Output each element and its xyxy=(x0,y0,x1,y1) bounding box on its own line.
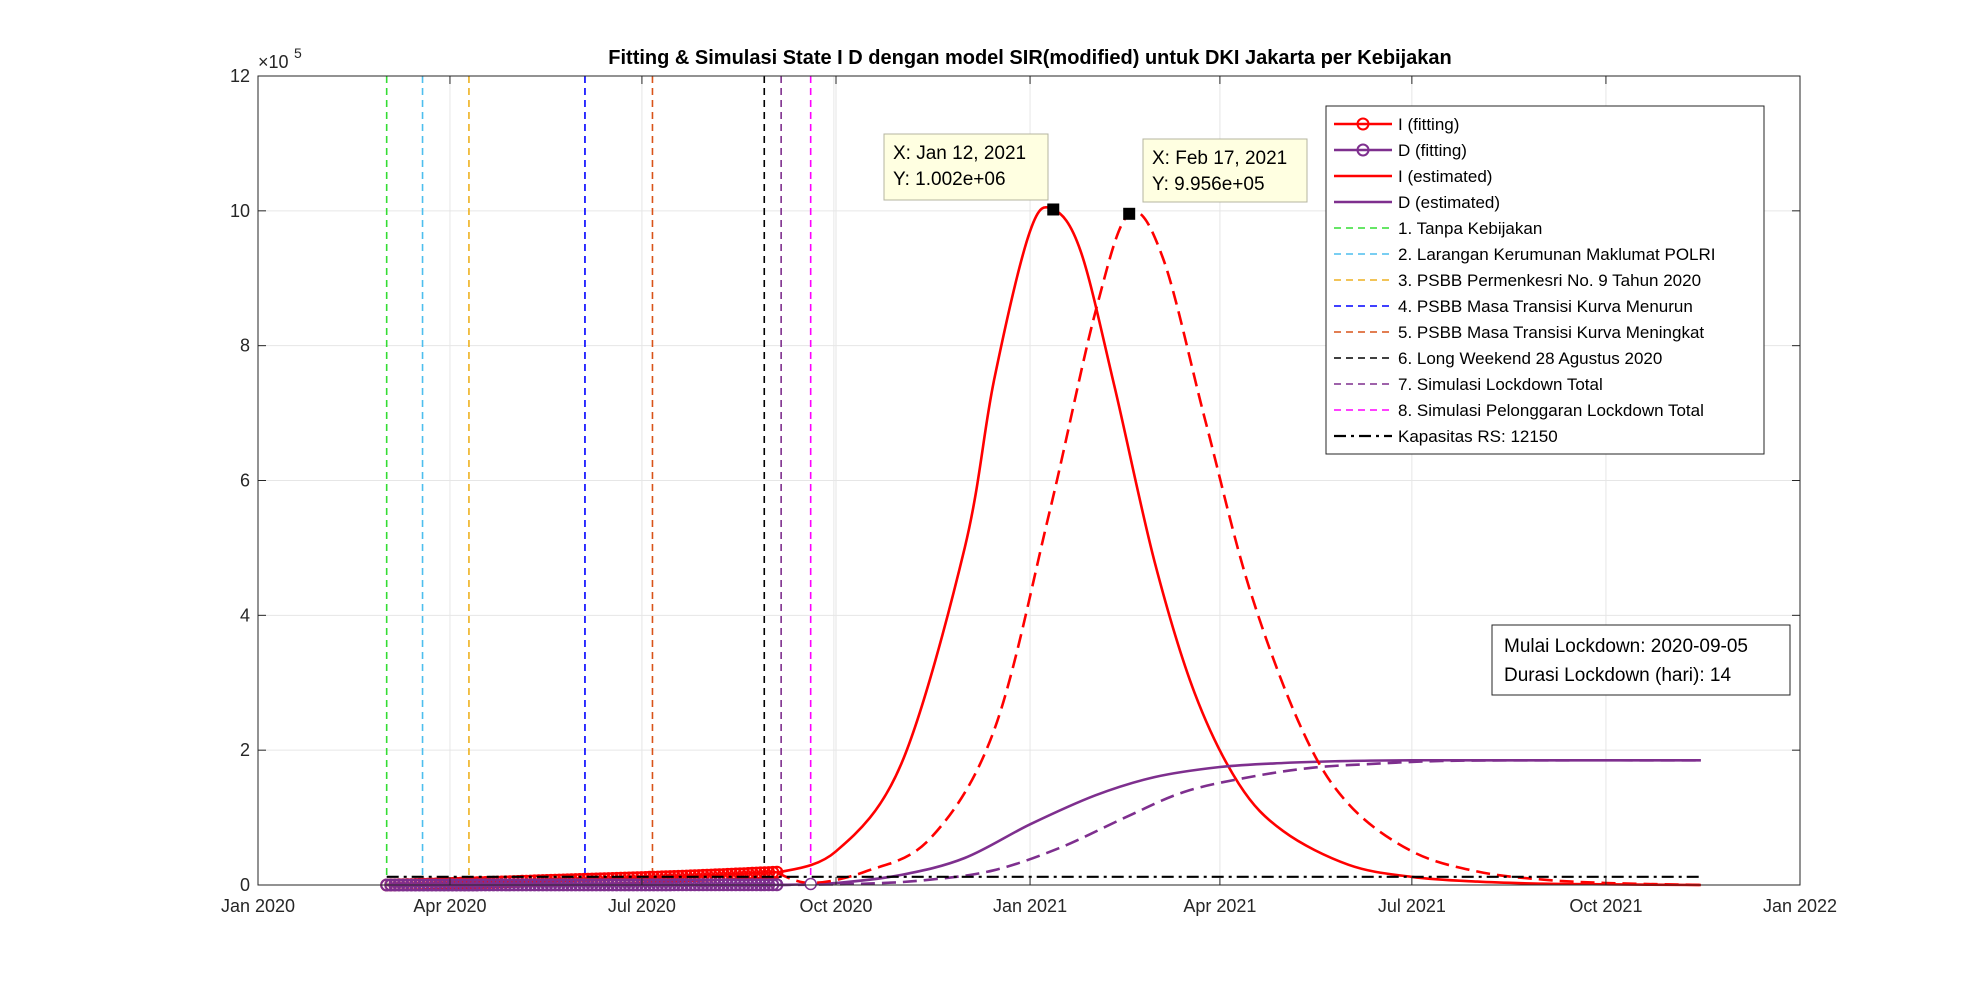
legend-entry[interactable]: I (estimated) xyxy=(1398,167,1492,186)
y-tick-label: 10 xyxy=(230,201,250,221)
axis-ticks: Jan 2020 Apr 2020 Jul 2020 Oct 2020 Jan 2021… xyxy=(221,66,1837,916)
legend[interactable]: I (fitting) D (fitting) I (estimated) D (es… xyxy=(1325,105,1765,455)
legend-entry[interactable]: 2. Larangan Kerumunan Maklumat POLRI xyxy=(1398,245,1716,264)
legend-entry[interactable]: 6. Long Weekend 28 Agustus 2020 xyxy=(1398,349,1662,368)
legend-entry[interactable]: 4. PSBB Masa Transisi Kurva Menurun xyxy=(1398,297,1693,316)
legend-entry[interactable]: 5. PSBB Masa Transisi Kurva Meningkat xyxy=(1398,323,1704,342)
y-exponent-label: ×10 5 xyxy=(258,45,302,72)
datatip-y-text: Y: 1.002e+06 xyxy=(893,169,1006,190)
y-tick-label: 8 xyxy=(240,336,250,356)
legend-entry[interactable]: D (fitting) xyxy=(1398,141,1467,160)
x-tick-label: Jan 2021 xyxy=(993,896,1067,916)
y-exponent-power: 5 xyxy=(294,45,302,61)
legend-entry[interactable]: 3. PSBB Permenkesri No. 9 Tahun 2020 xyxy=(1398,271,1701,290)
x-tick-label: Jul 2020 xyxy=(608,896,676,916)
chart-title: Fitting & Simulasi State I D dengan mode… xyxy=(608,47,1451,69)
legend-entry[interactable]: I (fitting) xyxy=(1398,115,1459,134)
datatips[interactable]: X: Jan 12, 2021 Y: 1.002e+06 X: Feb 17, 20… xyxy=(883,133,1308,220)
datatip-x-text: X: Feb 17, 2021 xyxy=(1152,148,1287,169)
datatip-x-text: X: Jan 12, 2021 xyxy=(893,143,1026,164)
info-box: Mulai Lockdown: 2020-09-05 Durasi Lockdo… xyxy=(1491,624,1791,696)
marker-i-fitting xyxy=(622,871,636,885)
series-line-i-estimated xyxy=(776,206,1701,887)
info-box-frame xyxy=(1491,624,1791,696)
datatip-box-2[interactable] xyxy=(1142,138,1308,203)
x-tick-label: Apr 2021 xyxy=(1183,896,1256,916)
marker-i-fitting xyxy=(618,871,632,885)
legend-marker-2 xyxy=(1356,143,1370,157)
x-tick-label: Oct 2020 xyxy=(799,896,872,916)
x-tick-label: Jul 2021 xyxy=(1378,896,1446,916)
datatip-marker-1[interactable] xyxy=(1047,203,1060,216)
datatip-y-text: Y: 9.956e+05 xyxy=(1152,174,1265,195)
marker-d-fitting-end xyxy=(804,877,817,891)
datatip-box-1[interactable] xyxy=(883,133,1049,201)
y-tick-label: 2 xyxy=(240,740,250,760)
x-tick-label: Oct 2021 xyxy=(1569,896,1642,916)
x-tick-label: Apr 2020 xyxy=(413,896,486,916)
x-tick-label: Jan 2020 xyxy=(221,896,295,916)
info-line-1: Mulai Lockdown: 2020-09-05 xyxy=(1504,636,1748,657)
y-tick-label: 4 xyxy=(240,605,250,625)
y-tick-label: 6 xyxy=(240,471,250,491)
legend-frame xyxy=(1325,105,1765,455)
legend-entry[interactable]: D (estimated) xyxy=(1398,193,1500,212)
legend-entry[interactable]: 1. Tanpa Kebijakan xyxy=(1398,219,1542,238)
legend-entry[interactable]: 7. Simulasi Lockdown Total xyxy=(1398,375,1603,394)
y-tick-label: 12 xyxy=(230,66,250,86)
x-tick-label: Jan 2022 xyxy=(1763,896,1837,916)
series-line-d-estimated xyxy=(776,758,1701,887)
legend-marker-1 xyxy=(1356,117,1370,131)
legend-entry[interactable]: 8. Simulasi Pelonggaran Lockdown Total xyxy=(1398,401,1704,420)
info-line-2: Durasi Lockdown (hari): 14 xyxy=(1504,665,1731,686)
datatip-marker-2[interactable] xyxy=(1123,207,1136,220)
y-tick-label: 0 xyxy=(240,875,250,895)
series-line-d-simulasi-lockdown xyxy=(776,758,1701,887)
policy-lines xyxy=(385,76,812,885)
legend-entry[interactable]: Kapasitas RS: 12150 xyxy=(1398,427,1558,446)
marker-i-fitting xyxy=(762,866,776,880)
y-exponent-base: ×10 xyxy=(258,52,289,72)
series-line-i-simulasi-lockdown xyxy=(776,210,1701,887)
marker-i-fitting xyxy=(626,871,640,885)
